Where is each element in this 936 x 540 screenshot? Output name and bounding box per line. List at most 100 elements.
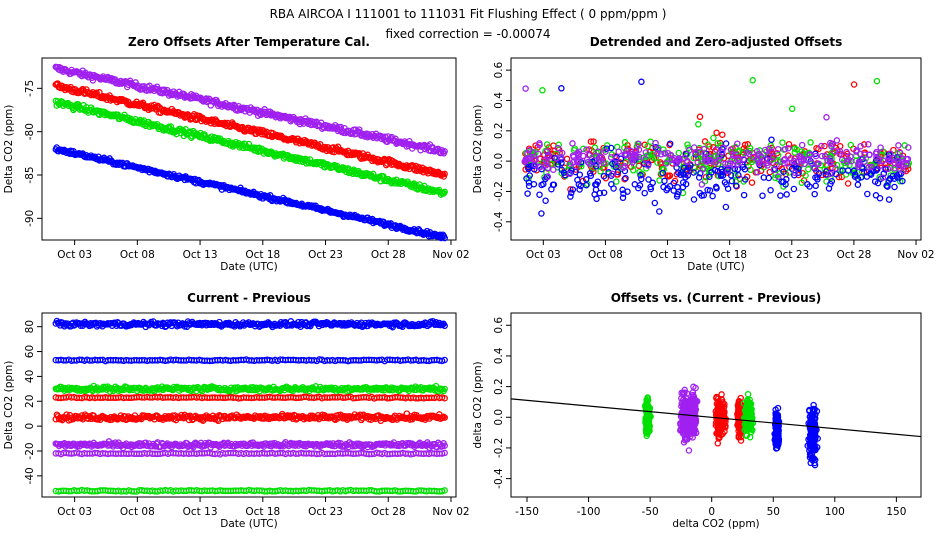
y-tick-label: -75 (24, 80, 36, 97)
data-point (569, 140, 576, 147)
chart-panel-1: Zero Offsets After Temperature Cal. Oct 0… (3, 35, 470, 273)
data-point (768, 136, 775, 143)
y-tick-label: 0 (24, 423, 36, 430)
x-tick-label: 150 (886, 506, 906, 518)
data-point (783, 191, 790, 198)
data-point (610, 185, 617, 192)
data-point (811, 190, 818, 198)
data-point (656, 208, 663, 215)
data-point (779, 139, 786, 146)
x-tick-label: -150 (515, 506, 539, 518)
data-point (850, 81, 858, 88)
x-tick-label: 0 (708, 506, 715, 518)
y-tick-label: 0.4 (493, 347, 505, 364)
data-point (539, 87, 546, 94)
data-point (695, 121, 702, 128)
x-tick-label: Oct 08 (120, 249, 155, 261)
data-point (748, 179, 756, 186)
main-subtitle: fixed correction = -0.00074 (385, 27, 551, 41)
y-tick-label: 0.6 (493, 61, 505, 78)
x-tick-label: Oct 08 (120, 506, 155, 518)
data-point (740, 191, 748, 199)
data-point (847, 141, 855, 149)
chart-title: Zero Offsets After Temperature Cal. (128, 35, 370, 49)
data-point (538, 210, 545, 217)
y-tick-label: -80 (24, 123, 36, 140)
data-point (558, 85, 565, 92)
y-tick-label: 40 (24, 370, 36, 383)
x-tick-label: Oct 13 (183, 249, 218, 261)
data-point (805, 166, 812, 173)
y-tick-label: -0.2 (493, 438, 505, 459)
x-tick-label: Oct 18 (712, 249, 747, 261)
x-tick-label: Oct 23 (774, 249, 809, 261)
y-tick-label: -40 (24, 467, 36, 484)
data-point (675, 149, 683, 157)
x-tick-label: Oct 18 (245, 249, 280, 261)
chart-panel-3: Current - Previous Oct 03 Oct 08 Oct 13 Oct … (3, 291, 470, 530)
data-point (613, 178, 620, 185)
x-tick-label: Oct 28 (371, 506, 406, 518)
data-point (864, 190, 871, 198)
data-point (719, 131, 726, 138)
x-tick-label: Oct 08 (588, 249, 623, 261)
data-point (749, 77, 756, 84)
y-axis-label: Delta CO2 (ppm) (472, 105, 484, 194)
y-tick-label: 0.0 (493, 409, 505, 426)
y-axis-label: delta CO2 (ppm) (472, 361, 484, 448)
data-point (356, 126, 363, 133)
data-point (823, 114, 830, 121)
data-point (790, 185, 798, 193)
x-tick-label: Oct 13 (183, 506, 218, 518)
x-tick-label: Oct 03 (57, 506, 92, 518)
data-point (854, 181, 862, 188)
y-tick-label: 0.2 (493, 122, 505, 139)
chart-panel-4: Offsets vs. (Current - Previous)-150 -100… (472, 291, 922, 530)
y-tick-label: 0.6 (493, 317, 505, 334)
data-point (441, 170, 448, 178)
data-point (615, 148, 622, 155)
y-tick-label: -0.2 (493, 181, 505, 202)
y-tick-label: -0.4 (493, 468, 505, 489)
x-tick-label: Oct 18 (245, 506, 280, 518)
y-tick-label: 80 (24, 320, 36, 333)
y-tick-label: 0.4 (493, 92, 505, 109)
data-point (891, 183, 898, 191)
data-point (759, 192, 766, 199)
x-axis-label: Date (UTC) (687, 261, 744, 273)
x-tick-label: 50 (767, 506, 780, 518)
data-point (638, 78, 645, 86)
x-tick-label: Nov 02 (897, 249, 934, 261)
y-tick-label: 60 (24, 345, 36, 358)
x-tick-label: Oct 13 (650, 249, 685, 261)
x-tick-label: Nov 02 (432, 249, 469, 261)
chart-title: Current - Previous (187, 291, 311, 305)
data-point (722, 203, 730, 211)
x-tick-label: Oct 03 (526, 249, 561, 261)
data-point (777, 192, 784, 199)
x-axis-label: Date (UTC) (220, 261, 277, 273)
data-point (441, 148, 448, 155)
data-point (885, 196, 893, 203)
y-axis-label: Delta CO2 (ppm) (3, 105, 15, 194)
y-tick-label: 0.0 (493, 153, 505, 170)
x-axis-label: Date (UTC) (220, 518, 277, 530)
data-point (690, 196, 698, 203)
data-point (872, 192, 880, 199)
plot-frame (41, 57, 457, 241)
x-tick-label: Oct 28 (371, 249, 406, 261)
data-point (645, 176, 652, 183)
x-tick-label: -100 (577, 506, 601, 518)
data-point (710, 134, 717, 142)
x-tick-label: 100 (825, 506, 845, 518)
data-point (698, 181, 706, 188)
data-point (788, 105, 796, 113)
x-tick-label: Oct 28 (836, 249, 871, 261)
x-tick-label: Oct 23 (308, 506, 343, 518)
data-point (696, 113, 704, 121)
x-tick-label: Oct 23 (308, 249, 343, 261)
data-point (525, 182, 533, 190)
data-point (641, 189, 648, 197)
